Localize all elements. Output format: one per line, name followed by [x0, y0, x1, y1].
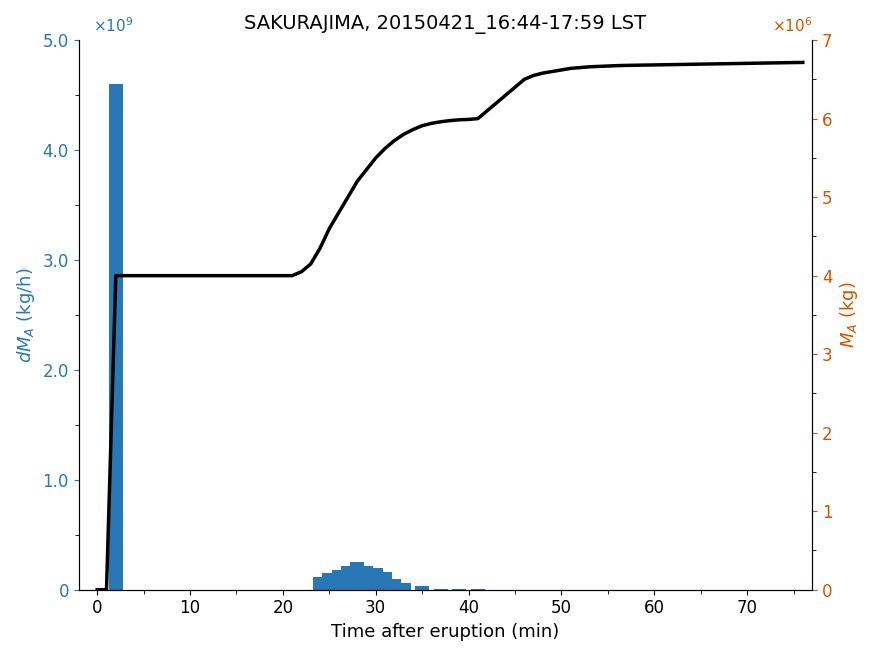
Bar: [360, 565, 374, 590]
Bar: [322, 573, 336, 590]
Bar: [332, 570, 346, 590]
Bar: [368, 567, 382, 590]
Bar: [313, 577, 327, 590]
Bar: [108, 84, 123, 590]
Bar: [396, 583, 410, 590]
X-axis label: Time after eruption (min): Time after eruption (min): [332, 623, 559, 641]
Text: $\times10^6$: $\times10^6$: [772, 16, 812, 35]
Text: $\times10^9$: $\times10^9$: [94, 16, 134, 35]
Y-axis label: $dM_A$ (kg/h): $dM_A$ (kg/h): [15, 267, 37, 363]
Bar: [350, 562, 364, 590]
Bar: [341, 565, 355, 590]
Bar: [388, 579, 402, 590]
Y-axis label: $M_A$ (kg): $M_A$ (kg): [838, 281, 860, 348]
Title: SAKURAJIMA, 20150421_16:44-17:59 LST: SAKURAJIMA, 20150421_16:44-17:59 LST: [244, 15, 647, 34]
Bar: [434, 588, 448, 590]
Bar: [416, 586, 429, 590]
Bar: [378, 572, 392, 590]
